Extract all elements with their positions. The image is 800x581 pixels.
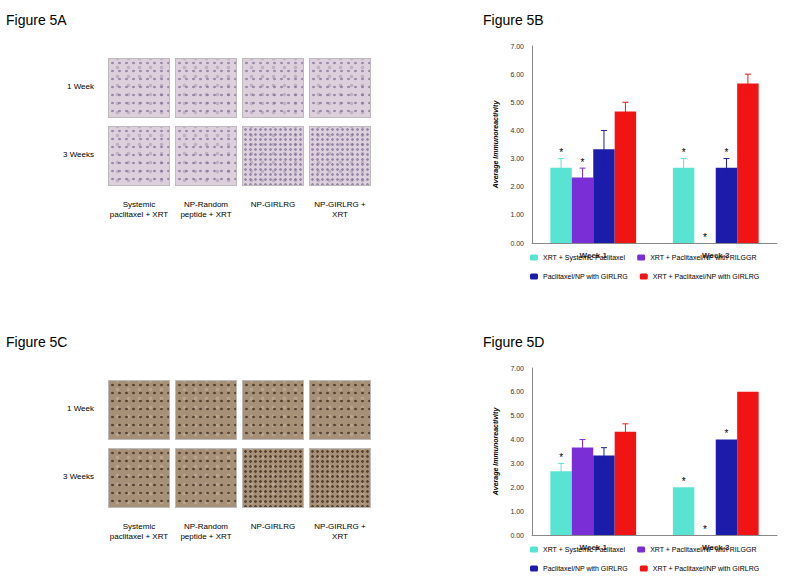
html-text:NP-GIRLRG: NP-GIRLRG xyxy=(250,522,296,531)
html-text:Systemic paclitaxel + XRT: Systemic paclitaxel + XRT xyxy=(109,522,169,541)
svg-text:2.00: 2.00 xyxy=(510,183,524,190)
svg-text:XRT + Systemic Paclitaxel: XRT + Systemic Paclitaxel xyxy=(543,546,625,554)
svg-text:*: * xyxy=(559,147,563,158)
svg-text:XRT + Paclitaxel/NP with GIRLR: XRT + Paclitaxel/NP with GIRLRG xyxy=(653,273,759,280)
html-text:Figure 5A: Figure 5A xyxy=(6,12,67,28)
svg-text:6.00: 6.00 xyxy=(510,388,524,395)
svg-text:4.00: 4.00 xyxy=(510,436,524,443)
svg-text:*: * xyxy=(703,524,707,535)
html-text:NP-GIRLRG + XRT: NP-GIRLRG + XRT xyxy=(314,200,366,219)
html-text:Systemic paclitaxel + XRT: Systemic paclitaxel + XRT xyxy=(109,200,169,219)
svg-text:2.00: 2.00 xyxy=(510,484,524,491)
html-text:1 Week: 1 Week xyxy=(67,82,94,91)
svg-text:3.00: 3.00 xyxy=(510,155,524,162)
html-text:3 Weeks: 3 Weeks xyxy=(63,150,94,159)
svg-text:0.00: 0.00 xyxy=(510,240,524,247)
svg-text:XRT + Paclitaxel/NP with GIRLR: XRT + Paclitaxel/NP with GIRLRG xyxy=(653,565,759,572)
svg-text:1.00: 1.00 xyxy=(510,508,524,515)
html-text:NP-GIRLRG: NP-GIRLRG xyxy=(250,200,296,209)
html-text:NP-Random peptide + XRT: NP-Random peptide + XRT xyxy=(180,522,232,541)
svg-text:7.00: 7.00 xyxy=(510,365,524,372)
svg-text:1.00: 1.00 xyxy=(510,211,524,218)
svg-text:5.00: 5.00 xyxy=(510,412,524,419)
svg-text:*: * xyxy=(725,147,729,158)
svg-text:0.00: 0.00 xyxy=(510,532,524,539)
svg-text:XRT + Paclitaxel/NP with RILGG: XRT + Paclitaxel/NP with RILGGR xyxy=(650,546,756,553)
svg-text:Average Immunoreactivity: Average Immunoreactivity xyxy=(492,407,500,497)
svg-text:*: * xyxy=(703,232,707,243)
html-text:Figure 5C: Figure 5C xyxy=(6,334,68,350)
svg-text:XRT + Paclitaxel/NP with RILGG: XRT + Paclitaxel/NP with RILGGR xyxy=(650,254,756,261)
html-text:1 Week: 1 Week xyxy=(67,404,94,413)
svg-text:4.00: 4.00 xyxy=(510,127,524,134)
svg-text:XRT + Systemic Paclitaxel: XRT + Systemic Paclitaxel xyxy=(543,254,625,262)
svg-text:Paclitaxel/NP with GIRLRG: Paclitaxel/NP with GIRLRG xyxy=(543,273,628,280)
svg-text:*: * xyxy=(581,157,585,168)
svg-text:*: * xyxy=(682,476,686,487)
svg-text:5.00: 5.00 xyxy=(510,99,524,106)
html-text:NP-GIRLRG + XRT: NP-GIRLRG + XRT xyxy=(314,522,366,541)
svg-text:3.00: 3.00 xyxy=(510,460,524,467)
svg-text:*: * xyxy=(559,452,563,463)
svg-text:*: * xyxy=(682,147,686,158)
svg-text:Figure 5D: Figure 5D xyxy=(483,334,544,350)
svg-text:Figure 5B: Figure 5B xyxy=(483,12,544,28)
svg-text:Average Immunoreactivity: Average Immunoreactivity xyxy=(492,100,500,190)
html-text:3 Weeks: 3 Weeks xyxy=(63,472,94,481)
svg-text:7.00: 7.00 xyxy=(510,43,524,50)
html-text:NP-Random peptide + XRT: NP-Random peptide + XRT xyxy=(180,200,232,219)
svg-text:6.00: 6.00 xyxy=(510,71,524,78)
svg-text:*: * xyxy=(725,428,729,439)
svg-text:Paclitaxel/NP with GIRLRG: Paclitaxel/NP with GIRLRG xyxy=(543,565,628,572)
